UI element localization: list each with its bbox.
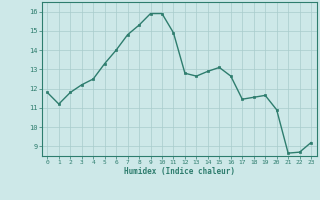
X-axis label: Humidex (Indice chaleur): Humidex (Indice chaleur): [124, 167, 235, 176]
